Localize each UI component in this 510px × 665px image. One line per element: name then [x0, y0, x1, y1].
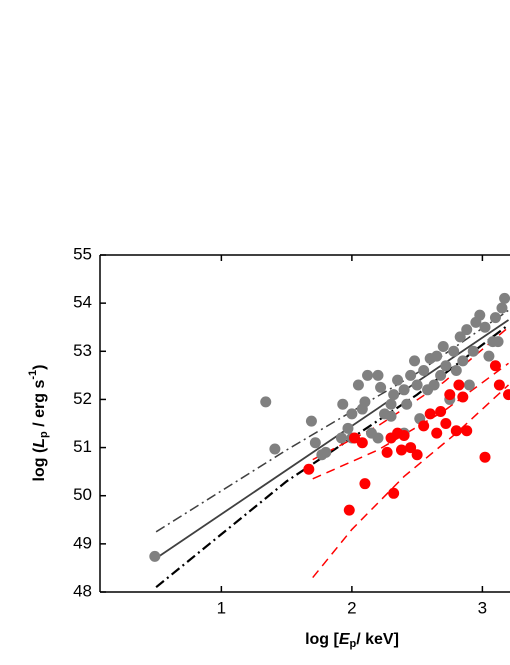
label-part: log [ — [305, 631, 339, 648]
point — [411, 449, 423, 461]
point — [375, 381, 387, 393]
fit-line — [155, 319, 510, 560]
point — [392, 374, 404, 386]
point — [467, 345, 479, 357]
label-part: -1 — [27, 370, 39, 380]
y-tick-label: 48 — [73, 581, 92, 600]
y-tick-label: 53 — [73, 341, 92, 360]
point — [388, 487, 400, 499]
y-axis-label: log (Lp / erg s-1) — [27, 365, 50, 482]
point — [435, 405, 447, 417]
y-tick-label: 54 — [73, 293, 92, 312]
point — [479, 451, 491, 463]
point — [440, 418, 452, 429]
y-tick-label: 49 — [73, 533, 92, 552]
label-part: p — [38, 431, 50, 438]
point — [450, 425, 462, 437]
point — [309, 437, 321, 449]
point — [398, 430, 410, 442]
point — [418, 420, 430, 432]
point — [405, 442, 417, 454]
point — [461, 324, 473, 336]
point — [493, 379, 505, 391]
point — [483, 350, 495, 362]
y-tick-label: 51 — [73, 437, 92, 456]
x-axis-label: log [Ep/ keV] — [305, 631, 399, 650]
point — [303, 463, 315, 475]
point — [372, 369, 384, 381]
point — [435, 369, 447, 381]
point — [440, 360, 452, 372]
point — [450, 365, 462, 377]
label-part: ) — [31, 365, 48, 370]
point — [457, 355, 469, 367]
y-tick-label: 52 — [73, 389, 92, 408]
point — [405, 369, 417, 381]
point — [457, 391, 469, 403]
label-part: / erg s — [31, 380, 48, 432]
x-tick-label: 2 — [347, 598, 356, 617]
point — [335, 432, 347, 444]
point — [428, 379, 440, 391]
point — [448, 345, 460, 357]
point — [362, 369, 374, 381]
point — [444, 389, 456, 401]
point — [305, 415, 317, 427]
point — [503, 389, 510, 401]
point — [489, 312, 501, 324]
point — [337, 398, 349, 410]
fit-line — [312, 384, 510, 579]
point — [424, 408, 436, 420]
point — [260, 396, 272, 408]
point — [431, 350, 443, 362]
point — [149, 550, 161, 562]
point — [359, 396, 371, 408]
label-part: log ( — [31, 447, 48, 481]
point — [437, 340, 449, 352]
point — [356, 437, 368, 449]
point — [346, 408, 358, 420]
point — [474, 309, 486, 321]
fit-line — [312, 362, 509, 480]
label-part: / keV] — [356, 631, 399, 648]
label-part: L — [31, 438, 48, 448]
point — [411, 379, 423, 391]
point — [352, 379, 364, 391]
x-tick-label: 1 — [217, 598, 226, 617]
label-part: p — [350, 638, 357, 650]
point — [385, 410, 397, 422]
point — [398, 384, 410, 396]
point — [409, 355, 421, 367]
point — [372, 432, 384, 444]
point — [499, 292, 510, 304]
x-tick-label: 3 — [478, 598, 487, 617]
point — [343, 504, 355, 516]
point — [489, 360, 501, 372]
point — [463, 379, 475, 391]
point — [479, 321, 491, 333]
point — [342, 422, 354, 434]
point — [359, 478, 371, 490]
point — [453, 379, 465, 391]
point — [454, 331, 466, 343]
point — [388, 389, 400, 401]
point — [461, 425, 473, 437]
y-tick-label: 55 — [73, 244, 92, 263]
point — [269, 443, 281, 455]
point — [385, 398, 397, 410]
y-tick-label: 50 — [73, 485, 92, 504]
fit-line — [155, 323, 510, 589]
point — [316, 449, 328, 461]
point — [401, 398, 413, 410]
point — [381, 446, 393, 458]
point — [431, 427, 443, 439]
point — [496, 302, 508, 314]
fit-line — [155, 309, 509, 533]
point — [418, 365, 430, 377]
label-part: E — [339, 631, 351, 648]
point — [395, 444, 407, 456]
point — [492, 336, 504, 348]
